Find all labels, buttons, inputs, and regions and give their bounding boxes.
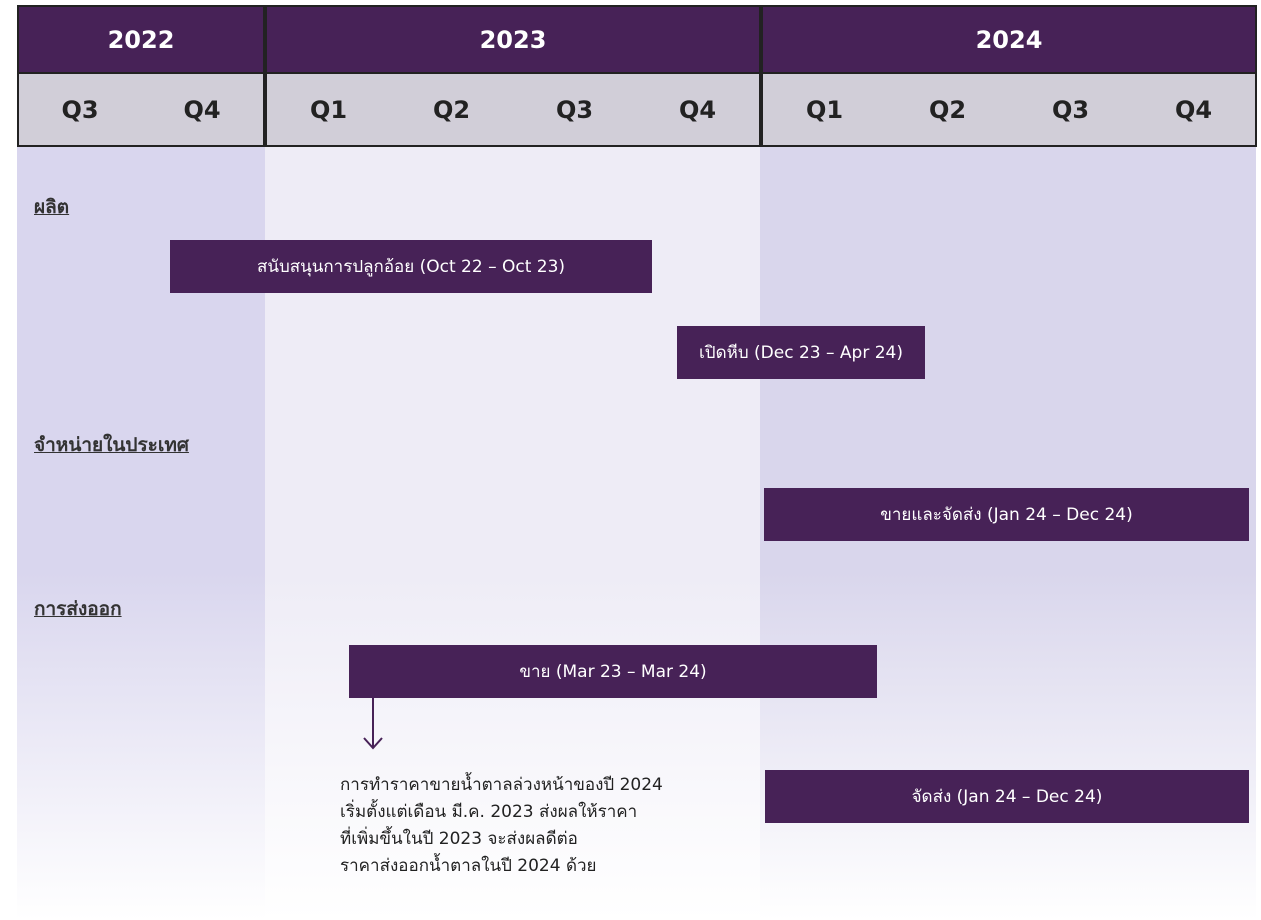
timeline-bar: สนับสนุนการปลูกอ้อย (Oct 22 – Oct 23) <box>170 240 652 293</box>
quarter-cell: Q2 <box>432 95 471 124</box>
arrow <box>363 698 383 750</box>
note: การทำราคาขายน้ำตาลล่วงหน้าของปี 2024 เริ… <box>340 772 663 880</box>
timeline-bar: เปิดหีบ (Dec 23 – Apr 24) <box>677 326 925 379</box>
quarter-cell: Q1 <box>805 95 844 124</box>
timeline-bar: จัดส่ง (Jan 24 – Dec 24) <box>765 770 1249 823</box>
quarter-cell: Q3 <box>1051 95 1090 124</box>
timeline-bar: ขายและจัดส่ง (Jan 24 – Dec 24) <box>764 488 1249 541</box>
quarter-cell: Q4 <box>183 95 221 124</box>
quarter-cell: Q1 <box>309 95 348 124</box>
quarter-row: Q3 Q4 <box>17 72 265 147</box>
quarter-row: Q1 Q2 Q3 Q4 <box>265 72 761 147</box>
section-label: ผลิต <box>34 196 70 218</box>
note-line: ราคาส่งออกน้ำตาลในปี 2024 ด้วย <box>340 856 597 876</box>
quarter-cell: Q4 <box>1174 95 1213 124</box>
quarter-cell: Q3 <box>61 95 99 124</box>
quarter-cell: Q3 <box>555 95 594 124</box>
year-cell: 2023 <box>265 5 761 72</box>
section-label: การส่งออก <box>34 598 122 620</box>
note-line: เริ่มตั้งแต่เดือน มี.ค. 2023 ส่งผลให้ราค… <box>340 802 638 822</box>
note-line: ที่เพิ่มขึ้นในปี 2023 จะส่งผลดีต่อ <box>340 829 578 849</box>
quarter-cell: Q2 <box>928 95 967 124</box>
quarter-row: Q1 Q2 Q3 Q4 <box>761 72 1257 147</box>
year-cell: 2022 <box>17 5 265 72</box>
timeline-bar: ขาย (Mar 23 – Mar 24) <box>349 645 877 698</box>
quarter-cell: Q4 <box>678 95 717 124</box>
note-line: การทำราคาขายน้ำตาลล่วงหน้าของปี 2024 <box>340 775 663 795</box>
year-cell: 2024 <box>761 5 1257 72</box>
section-label: จำหน่ายในประเทศ <box>34 434 189 456</box>
